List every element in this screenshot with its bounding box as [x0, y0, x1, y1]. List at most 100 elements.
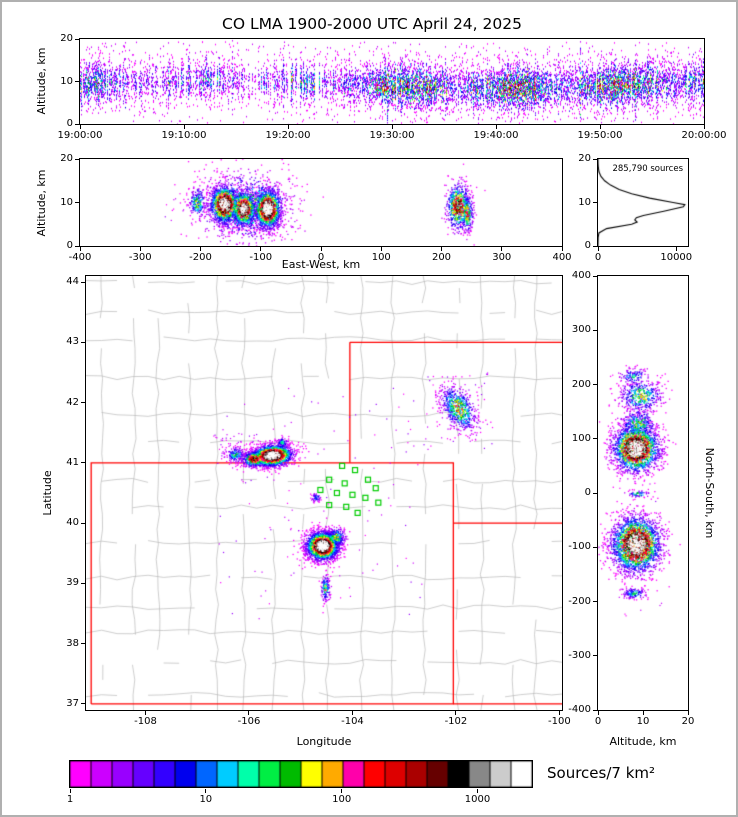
- tick-mark: [260, 247, 262, 251]
- tick-mark: [81, 402, 85, 404]
- tick-mark: [341, 789, 343, 793]
- tick-label: -102: [444, 716, 468, 727]
- tick-mark: [593, 601, 597, 602]
- tick-mark: [593, 202, 597, 203]
- tick-mark: [597, 711, 599, 715]
- tick-label: -100: [568, 541, 591, 553]
- tick-label: 10: [60, 196, 73, 208]
- tick-label: 37: [66, 697, 79, 709]
- tick-label: -300: [128, 252, 152, 263]
- tick-label: 39: [66, 577, 79, 589]
- tick-label: 0: [317, 252, 325, 263]
- tick-mark: [501, 247, 503, 251]
- tick-mark: [79, 125, 81, 129]
- tick-mark: [599, 125, 601, 129]
- tick-mark: [320, 247, 322, 251]
- tick-label: 38: [66, 637, 79, 649]
- tick-mark: [642, 711, 644, 715]
- tick-label: 40: [66, 517, 79, 529]
- tick-mark: [205, 789, 207, 793]
- tick-mark: [75, 245, 79, 247]
- tick-mark: [81, 643, 85, 645]
- tick-mark: [495, 125, 497, 129]
- tick-mark: [593, 546, 597, 548]
- tick-label: 19:00:00: [57, 130, 103, 141]
- tick-label: 10: [60, 75, 73, 87]
- plan-view-map-canvas: [86, 276, 562, 710]
- tick-label: -400: [568, 704, 591, 715]
- tick-label: -108: [134, 716, 157, 727]
- tick-mark: [593, 384, 597, 385]
- north-south-canvas: [598, 276, 688, 710]
- tick-mark: [597, 247, 599, 251]
- tick-label: -200: [568, 595, 591, 607]
- tick-label: 300: [492, 252, 512, 263]
- map-ylabel: Latitude: [41, 470, 54, 516]
- tick-mark: [81, 582, 85, 584]
- tick-mark: [351, 711, 353, 715]
- tick-label: 0: [66, 118, 73, 129]
- tick-label: 0: [594, 252, 602, 263]
- east-west-cross-section-panel: [79, 158, 563, 247]
- colorbar-canvas: [70, 761, 532, 787]
- tick-label: -104: [341, 716, 364, 727]
- tick-mark: [593, 245, 597, 247]
- tick-mark: [703, 125, 705, 129]
- altitude-histogram-canvas: [598, 159, 688, 246]
- tick-label: 300: [571, 324, 591, 336]
- figure-title: CO LMA 1900-2000 UTC April 24, 2025: [222, 15, 522, 33]
- tick-mark: [81, 522, 85, 524]
- tick-mark: [455, 711, 457, 715]
- tick-mark: [593, 275, 597, 277]
- tick-label: 200: [431, 252, 452, 263]
- tick-mark: [593, 709, 597, 711]
- tick-mark: [593, 329, 597, 331]
- tick-label: -100: [548, 716, 571, 727]
- north-south-ylabel: North-South, km: [703, 447, 716, 539]
- tick-label: 100: [571, 432, 591, 444]
- tick-mark: [183, 125, 185, 129]
- tick-label: 20: [578, 153, 591, 164]
- east-west-canvas: [80, 159, 562, 246]
- tick-mark: [75, 38, 79, 40]
- tick-mark: [81, 281, 85, 283]
- tick-mark: [287, 125, 289, 129]
- source-count-annotation: 285,790 sources: [612, 164, 683, 174]
- tick-mark: [75, 81, 79, 82]
- tick-label: 20: [681, 716, 695, 727]
- tick-label: 100: [332, 794, 352, 805]
- tick-mark: [593, 492, 597, 494]
- tick-mark: [139, 247, 141, 251]
- tick-label: 19:10:00: [161, 130, 207, 141]
- tick-label: -106: [237, 716, 261, 727]
- tick-mark: [380, 247, 382, 251]
- plan-view-map-panel: [85, 275, 563, 711]
- tick-mark: [248, 711, 250, 715]
- time-height-canvas: [80, 39, 704, 124]
- north-south-xlabel: Altitude, km: [609, 735, 677, 748]
- tick-mark: [79, 247, 81, 251]
- tick-label: 1: [66, 794, 74, 805]
- tick-label: 20:00:00: [681, 130, 727, 141]
- tick-label: 200: [571, 378, 591, 390]
- tick-mark: [675, 247, 677, 251]
- map-xlabel: Longitude: [296, 735, 352, 748]
- tick-mark: [81, 462, 85, 464]
- tick-mark: [200, 247, 201, 251]
- tick-mark: [391, 125, 393, 129]
- tick-label: 19:30:00: [369, 130, 415, 141]
- tick-mark: [81, 341, 85, 343]
- east-west-xlabel: East-West, km: [281, 258, 361, 271]
- tick-mark: [69, 789, 71, 793]
- tick-mark: [561, 247, 563, 251]
- tick-label: 20: [60, 33, 73, 44]
- tick-label: 19:40:00: [473, 130, 519, 141]
- altitude-histogram-panel: [597, 158, 689, 247]
- tick-label: 0: [584, 240, 591, 251]
- north-south-cross-section-panel: [597, 275, 689, 711]
- tick-mark: [476, 789, 478, 793]
- tick-label: -100: [249, 252, 273, 263]
- tick-mark: [145, 711, 146, 715]
- tick-label: 44: [66, 276, 79, 288]
